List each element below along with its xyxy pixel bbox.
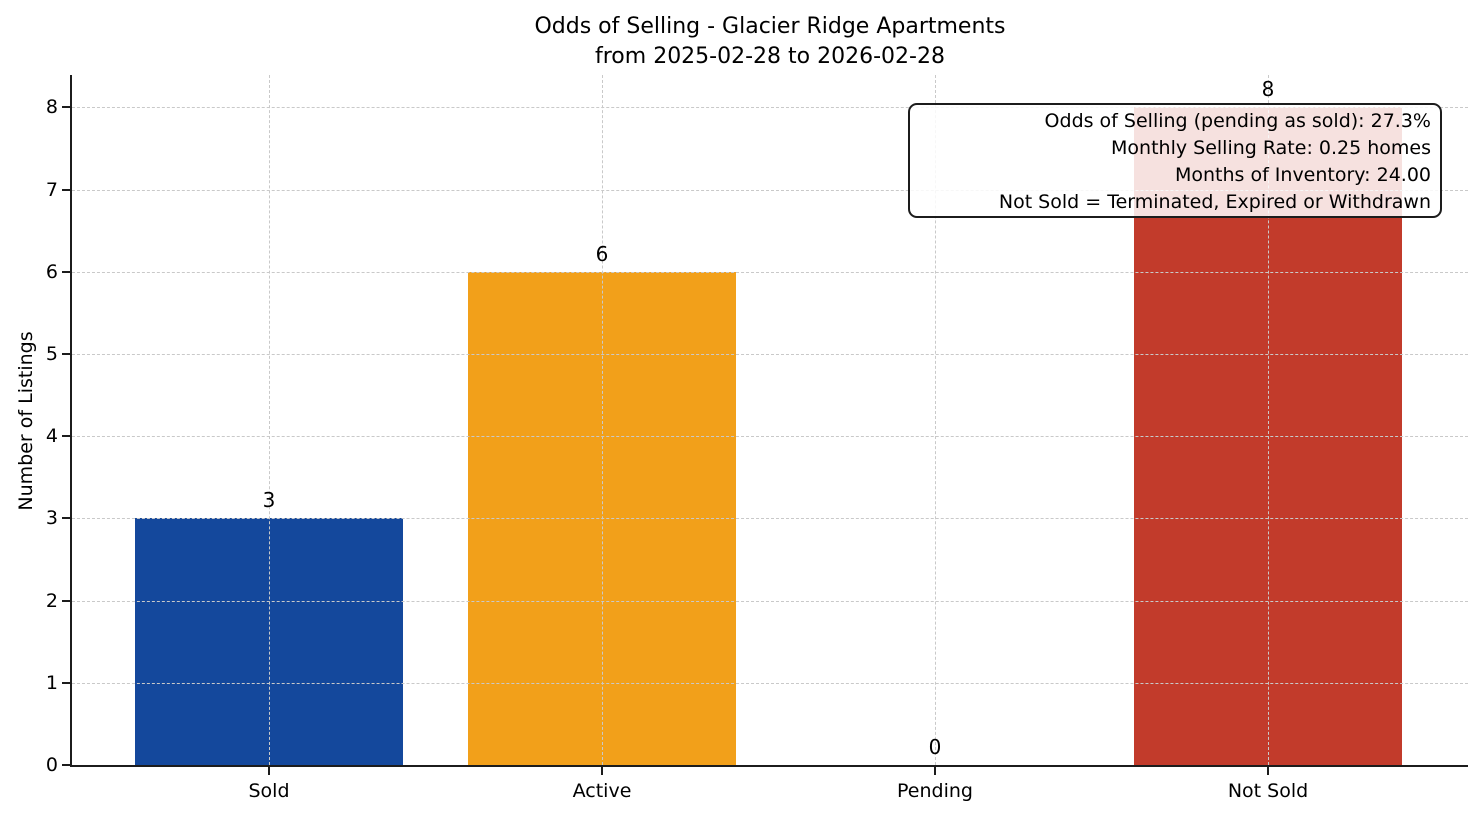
gridline-v bbox=[269, 75, 270, 765]
y-tick-label: 5 bbox=[45, 343, 58, 365]
y-tick-label: 1 bbox=[45, 671, 58, 694]
gridline-v bbox=[602, 75, 603, 765]
annotation-box: Odds of Selling (pending as sold): 27.3%… bbox=[908, 103, 1442, 218]
x-tick-label: Pending bbox=[897, 780, 973, 802]
chart-subtitle: from 2025-02-28 to 2026-02-28 bbox=[595, 44, 945, 69]
y-tick bbox=[62, 270, 70, 273]
y-tick bbox=[62, 517, 70, 520]
gridline-h bbox=[72, 682, 1468, 684]
chart-title: Odds of Selling - Glacier Ridge Apartmen… bbox=[534, 14, 1006, 39]
x-tick-label: Sold bbox=[248, 780, 290, 802]
x-tick-label: Active bbox=[572, 780, 632, 802]
gridline-v bbox=[935, 75, 936, 765]
x-tick bbox=[1267, 767, 1269, 775]
y-tick bbox=[62, 106, 70, 109]
bar-value-label: 6 bbox=[595, 241, 609, 266]
x-tick bbox=[268, 767, 270, 775]
gridline-h bbox=[72, 518, 1468, 520]
y-tick bbox=[62, 764, 70, 766]
annotation-line: Monthly Selling Rate: 0.25 homes bbox=[1111, 137, 1431, 159]
annotation-line: Not Sold = Terminated, Expired or Withdr… bbox=[998, 191, 1431, 213]
left-spine bbox=[70, 75, 72, 767]
gridline-h bbox=[72, 107, 1468, 109]
y-tick-label: 7 bbox=[45, 178, 58, 201]
x-tick-label: Not Sold bbox=[1227, 780, 1309, 802]
gridline-v bbox=[1268, 75, 1269, 765]
y-tick-label: 4 bbox=[45, 425, 58, 448]
y-tick-label: 3 bbox=[45, 507, 58, 530]
annotation-line: Months of Inventory: 24.00 bbox=[1174, 164, 1431, 186]
y-tick bbox=[62, 435, 70, 438]
gridline-h bbox=[72, 189, 1468, 191]
x-tick bbox=[601, 767, 603, 775]
bar-value-label: 0 bbox=[928, 735, 942, 759]
y-tick-label: 6 bbox=[45, 260, 58, 283]
y-tick bbox=[62, 353, 70, 355]
bar-value-label: 8 bbox=[1261, 77, 1275, 102]
chart-title-block: Odds of Selling - Glacier Ridge Apartmen… bbox=[72, 12, 1468, 72]
y-tick-label: 8 bbox=[45, 96, 58, 119]
annotation-line: Odds of Selling (pending as sold): 27.3% bbox=[1044, 110, 1431, 132]
y-tick-label: 2 bbox=[45, 589, 58, 612]
y-tick bbox=[62, 681, 70, 684]
x-tick bbox=[934, 767, 936, 775]
y-tick bbox=[62, 599, 70, 602]
y-tick bbox=[62, 188, 70, 191]
y-tick-label: 0 bbox=[45, 754, 58, 776]
gridline-h bbox=[72, 271, 1468, 273]
gridline-h bbox=[72, 436, 1468, 438]
bottom-spine bbox=[70, 765, 1468, 767]
gridline-h bbox=[72, 354, 1468, 355]
bar-value-label: 3 bbox=[262, 488, 276, 513]
gridline-h bbox=[72, 600, 1468, 602]
